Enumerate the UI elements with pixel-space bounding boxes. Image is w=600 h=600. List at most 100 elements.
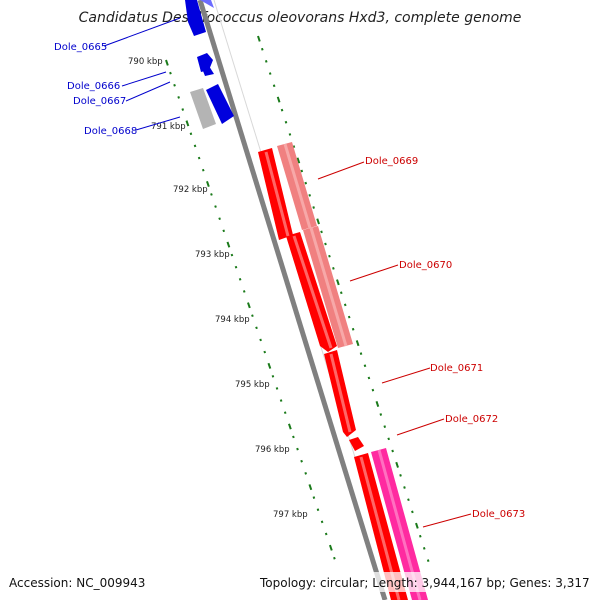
tick-label-794: 794 kbp <box>215 315 250 325</box>
feature-track-tick <box>415 522 419 529</box>
gene-label-Dole_0668[interactable]: Dole_0668 <box>84 126 137 137</box>
kbp-ruler-tick <box>275 387 279 390</box>
feature-track-tick <box>355 340 360 347</box>
kbp-ruler-tick <box>296 447 299 451</box>
feature-track-tick <box>343 303 347 307</box>
feature-track-tick <box>375 400 380 408</box>
kbp-ruler-tick <box>230 253 234 257</box>
feature-track-tick <box>304 181 308 185</box>
accession-text: Accession: NC_009943 <box>9 576 145 590</box>
feature-track-tick <box>403 486 406 489</box>
feature-track-tick <box>296 157 301 164</box>
gene-label-Dole_0669[interactable]: Dole_0669 <box>365 156 418 167</box>
kbp-ruler-tick <box>308 484 313 491</box>
kbp-ruler-tick <box>292 435 295 439</box>
kbp-ruler-tick <box>251 314 254 318</box>
feature-track-tick <box>276 96 281 103</box>
feature-track-tick <box>260 47 264 51</box>
tick-label-791: 791 kbp <box>151 122 186 132</box>
kbp-ruler-tick <box>333 556 336 560</box>
kbp-ruler-tick <box>210 193 213 196</box>
kbp-ruler-tick <box>181 108 185 111</box>
gene-label-Dole_0673[interactable]: Dole_0673 <box>472 509 525 520</box>
feature-track-tick <box>351 327 355 331</box>
kbp-ruler-tick <box>169 71 172 75</box>
gene-label-Dole_0666[interactable]: Dole_0666 <box>67 81 120 92</box>
tick-label-795: 795 kbp <box>235 380 270 390</box>
kbp-ruler-tick <box>279 399 283 402</box>
footer-backdrop <box>256 572 594 592</box>
kbp-ruler-tick <box>177 96 180 99</box>
feature-track-tick <box>288 133 292 136</box>
feature-track-tick <box>422 547 426 550</box>
kbp-ruler-tick <box>316 508 320 512</box>
feature-track-tick <box>367 376 371 380</box>
kbp-ruler-tick <box>283 411 287 415</box>
gene-label-Dole_0672[interactable]: Dole_0672 <box>445 414 498 425</box>
tick-track <box>165 35 430 562</box>
kbp-ruler-tick <box>234 265 238 269</box>
feature-track-tick <box>336 279 340 286</box>
kbp-ruler-tick <box>255 326 258 330</box>
kbp-ruler-tick <box>300 459 303 463</box>
feature-track-tick <box>284 120 288 124</box>
feature-track-tick <box>292 145 296 148</box>
kbp-ruler-tick <box>197 156 201 160</box>
feature-track-tick <box>411 510 414 514</box>
forward-genes <box>185 0 234 129</box>
gene-Dole_0668-gray[interactable] <box>190 88 216 129</box>
feature-track-tick <box>395 461 399 468</box>
kbp-ruler-tick <box>288 423 292 430</box>
feature-track-tick <box>312 206 315 209</box>
feature-track-tick <box>371 388 375 392</box>
feature-track-tick <box>363 364 367 368</box>
kbp-ruler-tick <box>165 59 169 66</box>
kbp-ruler-tick <box>201 168 205 172</box>
reverse-genes <box>258 142 428 600</box>
feature-track-tick <box>328 254 331 258</box>
gene-Dole_0665[interactable] <box>185 0 206 36</box>
feature-track-tick <box>308 193 311 197</box>
tick-label-790: 790 kbp <box>128 57 163 67</box>
feature-track-tick <box>257 35 261 42</box>
tick-labels: 790 kbp 791 kbp 792 kbp 793 kbp 794 kbp … <box>128 57 308 520</box>
kbp-ruler-tick <box>242 290 246 293</box>
feature-track-tick <box>391 449 394 453</box>
gene-Dole_0672[interactable] <box>349 437 364 451</box>
feature-track-tick <box>268 72 272 75</box>
gene-label-Dole_0667[interactable]: Dole_0667 <box>73 96 126 107</box>
kbp-ruler-tick <box>214 205 217 208</box>
feature-track-tick <box>347 315 351 319</box>
map-title: Candidatus Desulfococcus oleovorans Hxd3… <box>79 10 522 26</box>
feature-track-tick <box>339 291 343 295</box>
tick-label-796: 796 kbp <box>255 445 290 455</box>
tick-label-793: 793 kbp <box>195 250 230 260</box>
kbp-ruler-tick <box>193 144 197 148</box>
feature-track-tick <box>426 559 430 562</box>
gene-label-Dole_0670[interactable]: Dole_0670 <box>399 260 452 271</box>
tick-label-792: 792 kbp <box>173 185 208 195</box>
kbp-ruler-tick <box>263 350 267 354</box>
feature-track-tick <box>379 413 383 416</box>
kbp-ruler-tick <box>218 217 221 221</box>
kbp-ruler-tick <box>320 520 324 524</box>
feature-track-tick <box>324 242 327 246</box>
feature-track-tick <box>264 60 268 63</box>
feature-track-tick <box>300 169 304 173</box>
kbp-ruler-tick <box>185 120 190 127</box>
kbp-ruler-tick <box>189 132 193 136</box>
kbp-ruler-tick <box>304 471 308 475</box>
gene-Dole_0667[interactable] <box>203 66 214 76</box>
kbp-ruler-tick <box>271 374 275 378</box>
feature-track-tick <box>272 84 276 88</box>
gene-label-Dole_0671[interactable]: Dole_0671 <box>430 363 483 374</box>
kbp-ruler-tick <box>259 338 262 342</box>
feature-track-tick <box>418 534 422 538</box>
feature-track-tick <box>332 267 335 270</box>
gene-callouts <box>103 17 472 528</box>
feature-track-tick <box>399 474 402 477</box>
gene-label-Dole_0665[interactable]: Dole_0665 <box>54 42 107 53</box>
gene-Dole_0668[interactable] <box>206 84 234 124</box>
kbp-ruler-tick <box>173 83 176 87</box>
